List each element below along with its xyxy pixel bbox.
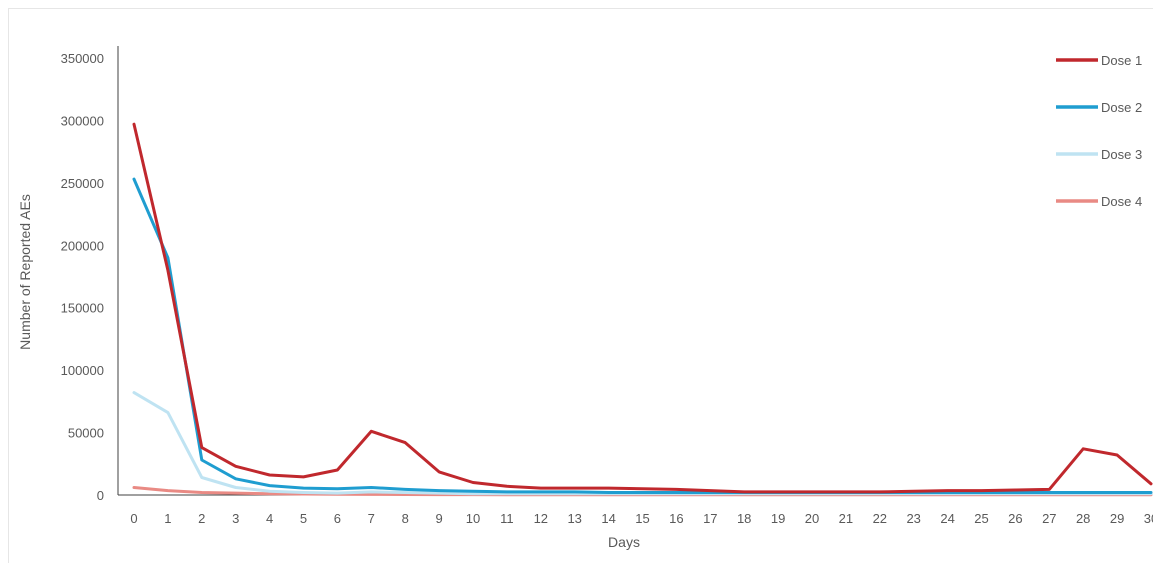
y-tick-label: 300000 (61, 113, 104, 128)
x-tick-label: 19 (771, 511, 785, 526)
legend-label: Dose 4 (1101, 194, 1142, 209)
legend-label: Dose 3 (1101, 147, 1142, 162)
x-tick-label: 18 (737, 511, 751, 526)
x-tick-label: 8 (402, 511, 409, 526)
x-tick-label: 21 (839, 511, 853, 526)
series-lines (132, 122, 1153, 497)
x-tick-label: 29 (1110, 511, 1124, 526)
x-axis-title: Days (608, 534, 640, 550)
x-tick-label: 30 (1144, 511, 1153, 526)
y-tick-label: 250000 (61, 176, 104, 191)
series-line-dose-1 (132, 122, 1153, 494)
y-tick-label: 100000 (61, 363, 104, 378)
x-tick-label: 10 (466, 511, 480, 526)
x-tick-label: 6 (334, 511, 341, 526)
legend-label: Dose 2 (1101, 100, 1142, 115)
x-tick-label: 24 (940, 511, 954, 526)
x-axis-ticks: 0 1 2 3 4 5 6 7 8 9 10 11 12 13 14 15 16 17 18 19 20 21 22 23 24… (130, 511, 1153, 526)
x-tick-label: 27 (1042, 511, 1056, 526)
y-tick-label: 50000 (68, 426, 104, 441)
x-tick-label: 22 (873, 511, 887, 526)
x-tick-label: 26 (1008, 511, 1022, 526)
y-tick-label: 150000 (61, 301, 104, 316)
y-axis-title: Number of Reported AEs (17, 194, 33, 350)
y-tick-label: 200000 (61, 238, 104, 253)
x-tick-label: 9 (435, 511, 442, 526)
x-tick-label: 11 (500, 511, 514, 526)
x-tick-label: 14 (601, 511, 615, 526)
series-line-dose-3 (132, 391, 1153, 496)
x-tick-label: 16 (669, 511, 683, 526)
x-tick-label: 0 (130, 511, 137, 526)
x-tick-label: 23 (906, 511, 920, 526)
y-tick-label: 350000 (61, 51, 104, 66)
legend: Dose 1 Dose 2 Dose 3 Dose 4 (1056, 53, 1142, 209)
x-tick-label: 25 (974, 511, 988, 526)
x-tick-label: 2 (198, 511, 205, 526)
chart-frame (8, 8, 1153, 563)
x-tick-label: 15 (635, 511, 649, 526)
x-tick-label: 17 (703, 511, 717, 526)
series-line-dose-2 (132, 177, 1153, 494)
x-tick-label: 7 (368, 511, 375, 526)
y-axis-ticks: 0 50000 100000 150000 200000 250000 300000 3500… (61, 51, 104, 503)
y-tick-label: 0 (97, 488, 104, 503)
x-tick-label: 5 (300, 511, 307, 526)
legend-label: Dose 1 (1101, 53, 1142, 68)
x-tick-label: 20 (805, 511, 819, 526)
x-tick-label: 1 (164, 511, 171, 526)
x-tick-label: 4 (266, 511, 273, 526)
x-tick-label: 3 (232, 511, 239, 526)
x-tick-label: 28 (1076, 511, 1090, 526)
x-tick-label: 12 (534, 511, 548, 526)
x-tick-label: 13 (567, 511, 581, 526)
